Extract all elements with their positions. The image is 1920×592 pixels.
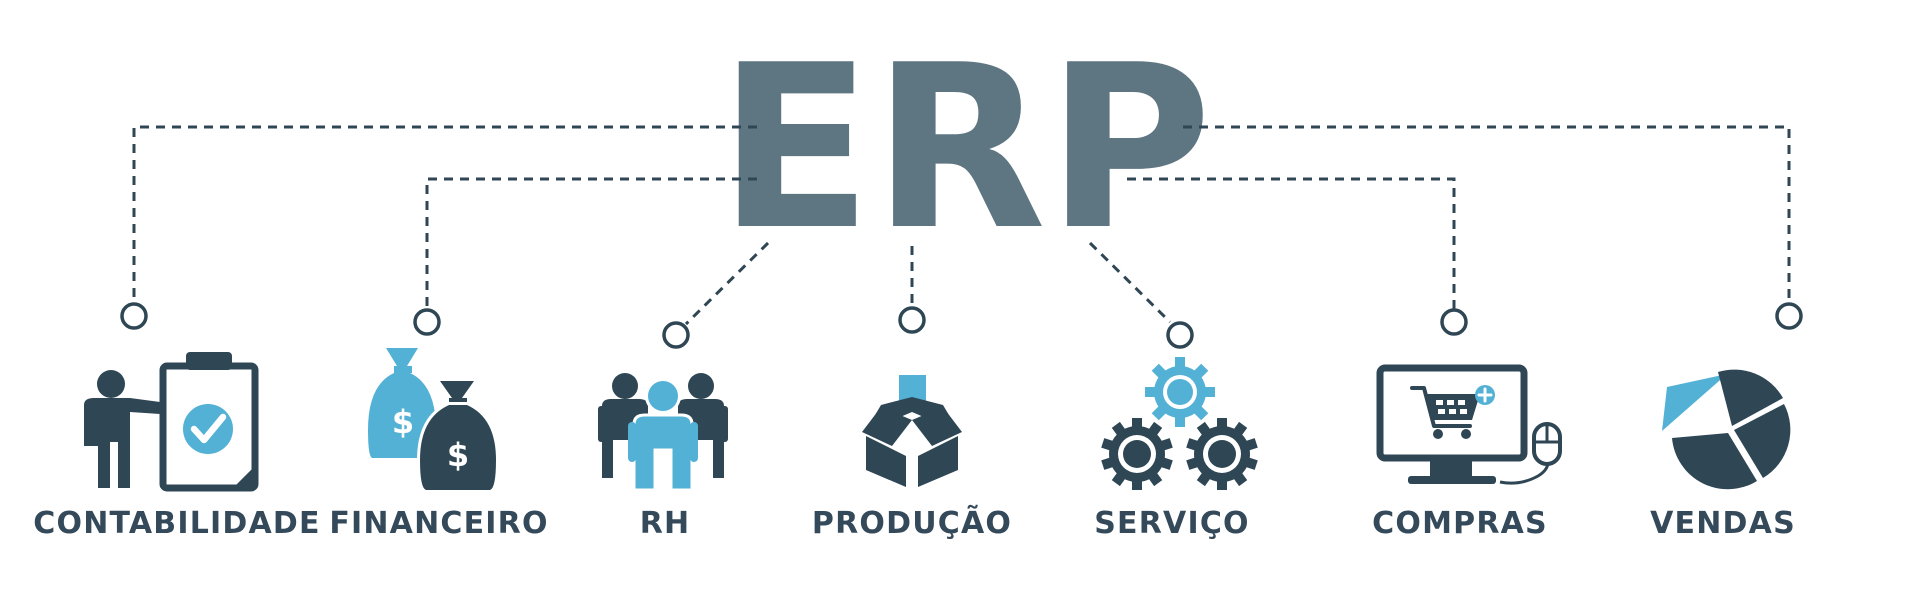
svg-text:$: $ <box>447 436 469 474</box>
module-label-contabilidade: CONTABILIDADE <box>33 506 321 541</box>
node-compras <box>1440 308 1468 336</box>
connector-financeiro <box>425 177 757 309</box>
module-label-compras: COMPRAS <box>1372 506 1548 541</box>
money-bags-icon: $ $ <box>368 348 500 493</box>
module-label-vendas: VENDAS <box>1650 506 1796 541</box>
shopping-cart-monitor-icon <box>1376 364 1562 485</box>
node-producao <box>898 306 926 334</box>
module-label-servico: SERVIÇO <box>1094 506 1250 541</box>
people-group-icon <box>598 373 728 492</box>
gears-icon <box>1101 357 1258 490</box>
open-box-icon <box>862 375 962 487</box>
connector-compras <box>1127 177 1456 309</box>
connector-contabilidade <box>132 125 757 303</box>
erp-title: ERP <box>718 17 1212 280</box>
node-contabilidade <box>120 302 148 330</box>
module-label-financeiro: FINANCEIRO <box>329 506 549 541</box>
module-label-rh: RH <box>639 506 691 541</box>
presentation-checklist-icon <box>84 352 259 492</box>
connector-servico <box>1088 241 1172 324</box>
node-rh <box>662 321 690 349</box>
module-label-producao: PRODUÇÃO <box>811 506 1013 541</box>
svg-text:$: $ <box>392 403 414 441</box>
connector-rh <box>684 241 770 326</box>
node-servico <box>1166 321 1194 349</box>
connector-nodes <box>120 302 1803 349</box>
connector-lines <box>132 125 1791 326</box>
connector-vendas <box>1183 125 1791 303</box>
node-financeiro <box>413 308 441 336</box>
pie-chart-icon <box>1662 369 1791 490</box>
node-vendas <box>1775 302 1803 330</box>
